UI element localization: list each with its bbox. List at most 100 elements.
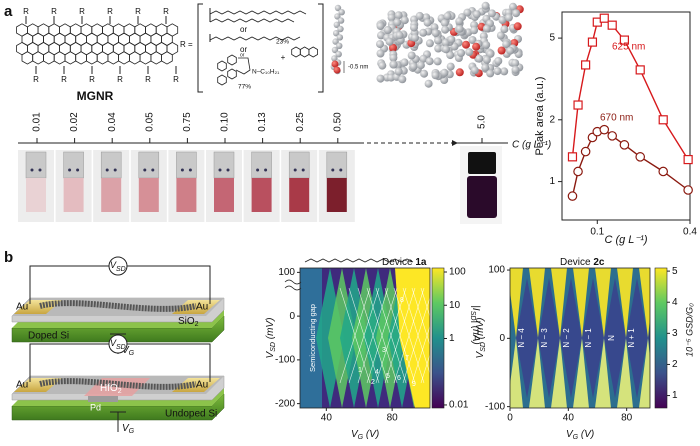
axis-label: C (g L⁻¹) (512, 140, 551, 151)
coulomb-wedge (529, 338, 545, 408)
coulomb-wedge (510, 268, 523, 338)
atom (488, 9, 496, 18)
coulomb-wedge (639, 268, 650, 338)
text-part: |I (470, 305, 481, 311)
imide-chain: N–C₁₀H₂₁ (252, 69, 280, 76)
substituent-label: R (23, 7, 29, 16)
text-part: Device (560, 257, 593, 268)
substituent-label: R (51, 7, 57, 16)
imide-structure (235, 57, 251, 75)
y-tick-label: 100 (488, 265, 505, 276)
or-label: or (240, 52, 245, 58)
atom (441, 25, 450, 34)
atom (376, 22, 385, 30)
text-part: SD (116, 344, 126, 351)
vial-dot (256, 168, 260, 172)
data-point (619, 140, 630, 150)
atom (482, 55, 491, 64)
text-part: (V) (363, 429, 379, 440)
coulomb-wedge (595, 338, 611, 408)
gate-metal (88, 396, 118, 402)
ring (64, 51, 77, 65)
vial-liquid (251, 178, 272, 212)
text-part: (mV) (265, 318, 276, 342)
atom (446, 62, 455, 71)
ring (227, 68, 237, 80)
data-point (683, 154, 693, 165)
ring (96, 51, 109, 65)
vial-cap (468, 152, 496, 174)
vial-dot (30, 168, 34, 172)
coulomb-wedge (595, 268, 611, 338)
atom (447, 35, 456, 44)
y-tick-label: -100 (485, 401, 505, 412)
ring (139, 51, 152, 65)
atom (383, 26, 392, 34)
text-part: HfO (100, 383, 118, 394)
vial-cap (251, 151, 272, 179)
bracket (318, 3, 324, 93)
atom (398, 75, 407, 84)
atom (497, 46, 506, 55)
data-point (567, 152, 578, 162)
percent: 77% (238, 84, 251, 91)
text-part: 1a (415, 257, 427, 268)
text-part: SiO (178, 316, 195, 327)
atom (431, 29, 440, 38)
data-point (619, 35, 630, 45)
coulomb-wedge (529, 268, 545, 338)
charge-label: N − 4 (517, 328, 526, 348)
atom (385, 37, 394, 46)
atom (400, 58, 409, 67)
atom (377, 31, 385, 40)
series-label: 625 nm (612, 42, 645, 53)
voltage-label: VG (122, 423, 135, 435)
atom (470, 66, 479, 75)
state-line (348, 287, 380, 384)
atom (331, 60, 339, 68)
data-point (658, 166, 669, 177)
substituent-label: R (173, 75, 179, 84)
atom (336, 34, 344, 41)
text-part: Device (382, 257, 415, 268)
atom (389, 53, 398, 62)
y-tick-label: 0 (289, 311, 295, 322)
atom (468, 36, 477, 44)
atom (434, 36, 442, 45)
alkyl-chain (209, 36, 301, 41)
bracket (197, 3, 203, 93)
atom (494, 57, 503, 65)
atom (410, 23, 418, 32)
colorbar-tick-label: 2 (672, 359, 678, 370)
ring (53, 51, 66, 65)
atom (496, 31, 505, 40)
atom (506, 46, 515, 55)
atom (486, 49, 495, 58)
vial-dot (38, 168, 42, 172)
state-line (420, 287, 430, 318)
atom (335, 51, 342, 58)
atom (333, 66, 341, 74)
atom (472, 42, 481, 51)
atom (389, 43, 397, 52)
atom (338, 9, 345, 16)
charge-label: N (607, 335, 616, 341)
atom (463, 8, 472, 17)
colorbar-tick-label: 100 (449, 267, 466, 278)
atom (420, 69, 429, 78)
vial-dot (105, 168, 109, 172)
y-tick-label: 5 (549, 33, 555, 44)
x-tick-label: 0 (507, 413, 513, 424)
text-part: G (358, 434, 364, 441)
colorbar-tick-label: 1 (672, 390, 678, 401)
atom (440, 19, 449, 28)
vial-liquid (26, 178, 46, 212)
vial (18, 150, 54, 222)
coulomb-wedge (510, 338, 523, 408)
x-axis-label: C (g L⁻¹) (604, 234, 647, 246)
atom (378, 61, 387, 70)
state-line (339, 287, 371, 384)
state-line (375, 287, 407, 384)
alkyl-chain (209, 10, 307, 15)
